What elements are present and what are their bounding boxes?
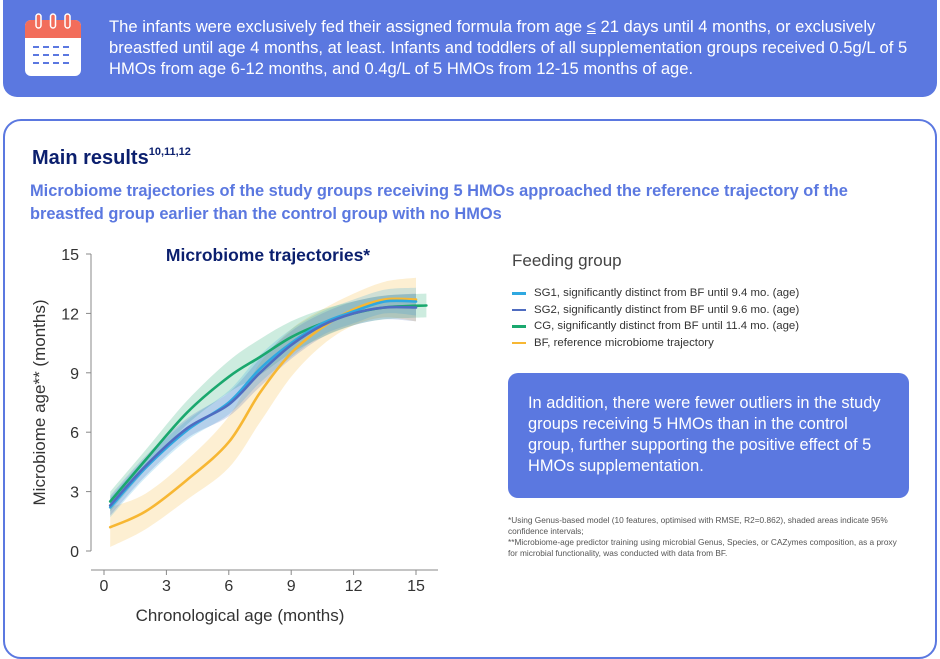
main-title-refs: 10,11,12 bbox=[148, 146, 191, 158]
legend-swatch-sg2 bbox=[512, 306, 526, 314]
legend-swatch-bf bbox=[512, 339, 526, 347]
legend-swatch-cg bbox=[512, 322, 526, 330]
le-symbol: ≤ bbox=[586, 17, 596, 36]
y-tick-label: 6 bbox=[70, 425, 79, 442]
x-tick-label: 6 bbox=[224, 578, 233, 595]
ci-band-sg1 bbox=[110, 287, 416, 518]
top-banner: The infants were exclusively fed their a… bbox=[3, 0, 937, 97]
x-tick-label: 15 bbox=[407, 578, 425, 595]
ci-band-sg2 bbox=[110, 293, 416, 516]
y-tick-label: 0 bbox=[70, 544, 79, 561]
legend-item-sg2: SG2, significantly distinct from BF unti… bbox=[512, 302, 799, 319]
x-tick-label: 9 bbox=[287, 578, 296, 595]
banner-text: The infants were exclusively fed their a… bbox=[109, 17, 908, 78]
y-tick-label: 15 bbox=[61, 247, 79, 264]
x-tick-label: 3 bbox=[162, 578, 171, 595]
subtitle: Microbiome trajectories of the study gro… bbox=[30, 182, 848, 223]
y-tick-label: 9 bbox=[70, 366, 79, 383]
legend: SG1, significantly distinct from BF unti… bbox=[512, 285, 799, 351]
x-axis-label: Chronological age (months) bbox=[136, 606, 345, 625]
y-tick-label: 12 bbox=[61, 306, 79, 323]
main-title: Main results10,11,12 bbox=[32, 146, 191, 169]
callout-box: In addition, there were fewer outliers i… bbox=[508, 373, 909, 498]
legend-title: Feeding group bbox=[512, 251, 622, 270]
footnote-1: *Using Genus-based model (10 features, o… bbox=[508, 515, 888, 536]
series-line-sg1 bbox=[108, 299, 418, 509]
ci-band-cg bbox=[110, 293, 427, 512]
x-tick-label: 12 bbox=[345, 578, 363, 595]
legend-item-bf: BF, reference microbiome trajectory bbox=[512, 335, 799, 352]
y-tick-label: 3 bbox=[70, 485, 79, 502]
calendar-icon bbox=[25, 13, 81, 76]
x-tick-label: 0 bbox=[100, 578, 109, 595]
footnote-2: **Microbiome-age predictor training usin… bbox=[508, 537, 897, 558]
footnotes: *Using Genus-based model (10 features, o… bbox=[508, 515, 908, 559]
microbiome-chart: Microbiome trajectories* Microbiome age*… bbox=[30, 245, 438, 625]
y-axis-label: Microbiome age** (months) bbox=[30, 300, 49, 506]
series-line-bf bbox=[108, 297, 418, 529]
legend-item-cg: CG, significantly distinct from BF until… bbox=[512, 318, 799, 335]
legend-swatch-sg1 bbox=[512, 289, 526, 297]
chart-title: Microbiome trajectories* bbox=[166, 245, 370, 265]
series-line-sg2 bbox=[108, 305, 418, 507]
legend-item-sg1: SG1, significantly distinct from BF unti… bbox=[512, 285, 799, 302]
